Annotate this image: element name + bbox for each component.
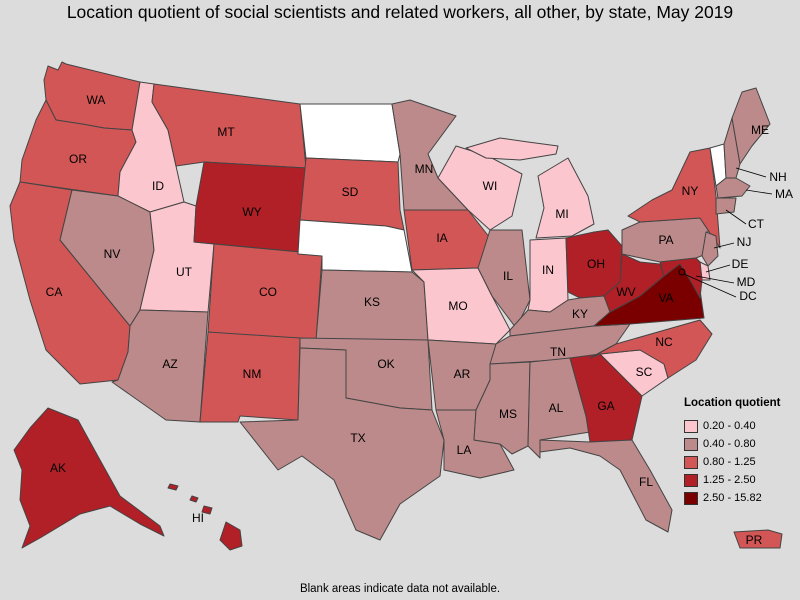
- label-IN: IN: [542, 263, 554, 277]
- legend-label: 1.25 - 2.50: [703, 474, 756, 486]
- label-NC: NC: [655, 335, 673, 349]
- label-OH: OH: [587, 257, 605, 271]
- label-MN: MN: [415, 162, 434, 176]
- state-MD[interactable]: [659, 257, 703, 299]
- legend-item: 2.50 - 15.82: [684, 489, 796, 507]
- callout-leaders: [683, 167, 773, 298]
- label-FL: FL: [639, 475, 653, 489]
- legend-item: 0.80 - 1.25: [684, 453, 796, 471]
- legend-swatch: [684, 491, 698, 505]
- label-TN: TN: [550, 345, 566, 359]
- legend-swatch: [684, 473, 698, 487]
- leader-CT: [725, 209, 747, 225]
- label-MA: MA: [775, 187, 793, 201]
- state-HI[interactable]: [167, 483, 243, 551]
- state-NJ[interactable]: [701, 231, 719, 267]
- label-TX: TX: [350, 431, 365, 445]
- state-DC[interactable]: [678, 268, 686, 276]
- label-ME: ME: [751, 123, 769, 137]
- label-CT: CT: [748, 217, 765, 231]
- label-OK: OK: [377, 357, 394, 371]
- label-CA: CA: [46, 285, 63, 299]
- label-SC: SC: [636, 365, 653, 379]
- state-CO[interactable]: [207, 243, 323, 343]
- label-NM: NM: [243, 367, 262, 381]
- label-MO: MO: [448, 299, 467, 313]
- label-SD: SD: [342, 185, 359, 199]
- label-WV: WV: [616, 285, 635, 299]
- label-MT: MT: [217, 125, 235, 139]
- state-AZ[interactable]: [111, 309, 209, 423]
- leader-NJ: [713, 242, 735, 249]
- legend-swatch: [684, 437, 698, 451]
- legend-label: 2.50 - 15.82: [703, 492, 762, 504]
- state-FL[interactable]: [539, 439, 673, 533]
- leader-DC: [683, 273, 737, 298]
- state-PR[interactable]: [733, 529, 783, 549]
- leader-MA: [745, 189, 773, 195]
- state-MI[interactable]: [535, 157, 595, 239]
- label-AR: AR: [454, 367, 471, 381]
- label-LA: LA: [457, 443, 472, 457]
- label-WA: WA: [87, 93, 106, 107]
- label-AK: AK: [50, 461, 66, 475]
- state-ND[interactable]: [299, 103, 401, 163]
- label-UT: UT: [176, 265, 193, 279]
- state-NY[interactable]: [627, 147, 721, 249]
- legend-label: 0.40 - 0.80: [703, 438, 756, 450]
- label-MD: MD: [737, 275, 756, 289]
- leader-NH: [735, 167, 767, 178]
- footnote: Blank areas indicate data not available.: [299, 583, 501, 595]
- state-NH[interactable]: [723, 117, 741, 179]
- label-MS: MS: [499, 407, 517, 421]
- state-labels: WA OR CA ID NV UT AZ MT WY CO NM SD KS O…: [46, 93, 793, 547]
- label-AL: AL: [549, 401, 564, 415]
- label-KY: KY: [572, 307, 588, 321]
- label-IA: IA: [436, 231, 447, 245]
- label-PR: PR: [746, 533, 763, 547]
- legend-title: Location quotient: [684, 397, 781, 409]
- label-NY: NY: [682, 184, 699, 198]
- legend-label: 0.20 - 0.40: [703, 420, 756, 432]
- legend-item: 1.25 - 2.50: [684, 471, 796, 489]
- label-NJ: NJ: [737, 235, 752, 249]
- label-HI: HI: [192, 511, 204, 525]
- leader-MD: [695, 275, 735, 284]
- label-NH: NH: [769, 170, 786, 184]
- label-NV: NV: [104, 247, 121, 261]
- label-IL: IL: [503, 269, 513, 283]
- map-title: Location quotient of social scientists a…: [66, 2, 734, 22]
- label-AZ: AZ: [162, 357, 177, 371]
- state-MI-upper[interactable]: [465, 137, 559, 161]
- leader-DE: [705, 264, 731, 273]
- state-ME[interactable]: [731, 87, 771, 165]
- label-WI: WI: [483, 179, 498, 193]
- label-ID: ID: [152, 179, 164, 193]
- label-MI: MI: [555, 207, 568, 221]
- state-AK[interactable]: [13, 407, 165, 549]
- state-WV[interactable]: [603, 253, 665, 313]
- label-PA: PA: [658, 233, 673, 247]
- legend: Location quotient 0.20 - 0.40 0.40 - 0.8…: [684, 397, 796, 507]
- label-CO: CO: [259, 285, 277, 299]
- label-GA: GA: [597, 399, 614, 413]
- label-KS: KS: [364, 295, 380, 309]
- state-TX[interactable]: [239, 347, 445, 541]
- legend-swatch: [684, 419, 698, 433]
- label-WY: WY: [242, 205, 261, 219]
- legend-item: 0.40 - 0.80: [684, 435, 796, 453]
- legend-item: 0.20 - 0.40: [684, 417, 796, 435]
- label-VA: VA: [658, 291, 673, 305]
- legend-label: 0.80 - 1.25: [703, 456, 756, 468]
- label-DC: DC: [739, 289, 757, 303]
- legend-swatch: [684, 455, 698, 469]
- label-OR: OR: [69, 152, 87, 166]
- label-DE: DE: [732, 257, 749, 271]
- state-NC[interactable]: [589, 319, 713, 379]
- state-CT[interactable]: [715, 197, 737, 215]
- state-WI[interactable]: [437, 145, 523, 231]
